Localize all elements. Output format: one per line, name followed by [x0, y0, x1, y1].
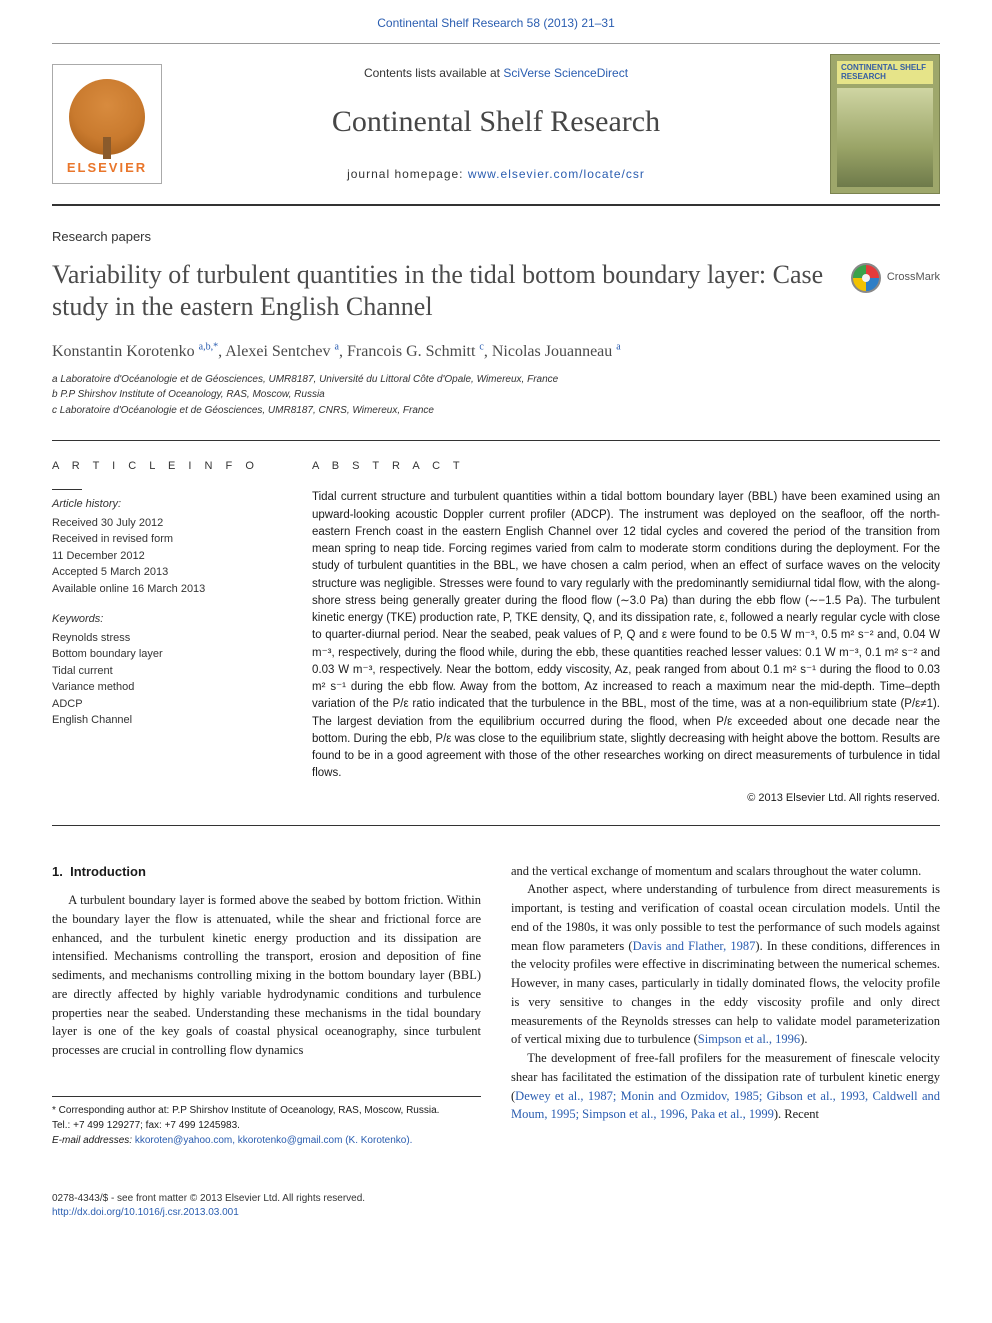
divider-short: [52, 489, 82, 490]
footer-bar: 0278-4343/$ - see front matter © 2013 El…: [52, 1192, 940, 1221]
history-line: Available online 16 March 2013: [52, 581, 272, 598]
abstract-heading: A B S T R A C T: [312, 459, 940, 475]
keyword: ADCP: [52, 696, 272, 713]
reference-link[interactable]: Dewey et al., 1987; Monin and Ozmidov, 1…: [511, 1089, 940, 1122]
keyword: Variance method: [52, 679, 272, 696]
history-line: Accepted 5 March 2013: [52, 564, 272, 581]
corresponding-author-note: * Corresponding author at: P.P Shirshov …: [52, 1103, 481, 1118]
article-type-label: Research papers: [52, 228, 940, 247]
abstract-text: Tidal current structure and turbulent qu…: [312, 489, 940, 782]
history-line: Received 30 July 2012: [52, 515, 272, 532]
telfax: Tel.: +7 499 129277; fax: +7 499 1245983…: [52, 1118, 481, 1133]
history-line: 11 December 2012: [52, 548, 272, 565]
body-paragraph: and the vertical exchange of momentum an…: [511, 862, 940, 881]
doi-link[interactable]: http://dx.doi.org/10.1016/j.csr.2013.03.…: [52, 1207, 239, 1218]
running-head-link[interactable]: Continental Shelf Research 58 (2013) 21–…: [377, 16, 615, 30]
section-heading: 1. Introduction: [52, 862, 481, 882]
reference-link[interactable]: Davis and Flather, 1987: [633, 939, 756, 953]
email-line: E-mail addresses: kkoroten@yahoo.com, kk…: [52, 1133, 481, 1148]
publisher-logo: ELSEVIER: [52, 64, 162, 184]
article-body: 1. Introduction A turbulent boundary lay…: [52, 862, 940, 1148]
authors-line: Konstantin Korotenko a,b,*, Alexei Sentc…: [52, 340, 940, 363]
article-info-heading: A R T I C L E I N F O: [52, 459, 272, 475]
author-aff-link[interactable]: a,b,*: [199, 343, 218, 360]
running-head: Continental Shelf Research 58 (2013) 21–…: [0, 0, 992, 43]
article-history: Article history: Received 30 July 2012 R…: [52, 496, 272, 597]
author: Francois G. Schmitt: [347, 343, 475, 360]
elsevier-tree-icon: [69, 79, 145, 155]
journal-homepage-line: journal homepage: www.elsevier.com/locat…: [176, 166, 816, 183]
crossmark-icon: [851, 263, 881, 293]
issn-line: 0278-4343/$ - see front matter © 2013 El…: [52, 1192, 940, 1207]
article-info-column: A R T I C L E I N F O Article history: R…: [52, 459, 272, 806]
email-link[interactable]: kkoroten@yahoo.com, kkorotenko@gmail.com…: [135, 1135, 413, 1146]
journal-name: Continental Shelf Research: [176, 100, 816, 144]
history-line: Received in revised form: [52, 531, 272, 548]
homepage-prefix: journal homepage:: [347, 167, 468, 181]
cover-image-placeholder: [837, 88, 933, 186]
body-paragraph: A turbulent boundary layer is formed abo…: [52, 891, 481, 1060]
author: Konstantin Korotenko: [52, 343, 195, 360]
journal-header: ELSEVIER Contents lists available at Sci…: [52, 43, 940, 206]
author-aff-link[interactable]: a: [335, 343, 339, 360]
abstract-copyright: © 2013 Elsevier Ltd. All rights reserved…: [312, 791, 940, 807]
keywords-block: Keywords: Reynolds stress Bottom boundar…: [52, 611, 272, 729]
contents-available-line: Contents lists available at SciVerse Sci…: [176, 65, 816, 82]
author-aff-link[interactable]: a: [616, 343, 620, 360]
journal-cover-thumbnail: CONTINENTAL SHELF RESEARCH: [830, 54, 940, 194]
sciencedirect-link[interactable]: SciVerse ScienceDirect: [503, 66, 628, 80]
keyword: Reynolds stress: [52, 630, 272, 647]
footnotes: * Corresponding author at: P.P Shirshov …: [52, 1096, 481, 1148]
abstract-column: A B S T R A C T Tidal current structure …: [312, 459, 940, 806]
affiliation: b P.P Shirshov Institute of Oceanology, …: [52, 388, 940, 403]
contents-prefix: Contents lists available at: [364, 66, 503, 80]
author: Alexei Sentchev: [225, 343, 330, 360]
keyword: Bottom boundary layer: [52, 646, 272, 663]
keywords-label: Keywords:: [52, 611, 272, 628]
reference-link[interactable]: Simpson et al., 1996: [698, 1032, 800, 1046]
crossmark-badge[interactable]: CrossMark: [851, 263, 940, 293]
affiliations: a Laboratoire d'Océanologie et de Géosci…: [52, 373, 940, 419]
divider: [52, 440, 940, 441]
affiliation: a Laboratoire d'Océanologie et de Géosci…: [52, 373, 940, 388]
homepage-link[interactable]: www.elsevier.com/locate/csr: [468, 167, 645, 181]
article-title: Variability of turbulent quantities in t…: [52, 259, 837, 324]
author-aff-link[interactable]: c: [479, 343, 483, 360]
journal-header-center: Contents lists available at SciVerse Sci…: [176, 65, 816, 183]
crossmark-label: CrossMark: [887, 270, 940, 286]
author: Nicolas Jouanneau: [492, 343, 612, 360]
affiliation: c Laboratoire d'Océanologie et de Géosci…: [52, 404, 940, 419]
body-paragraph: The development of free-fall profilers f…: [511, 1049, 940, 1124]
publisher-brand: ELSEVIER: [67, 159, 147, 178]
cover-title: CONTINENTAL SHELF RESEARCH: [837, 61, 933, 85]
history-label: Article history:: [52, 496, 272, 513]
body-paragraph: Another aspect, where understanding of t…: [511, 880, 940, 1049]
keyword: English Channel: [52, 712, 272, 729]
keyword: Tidal current: [52, 663, 272, 680]
